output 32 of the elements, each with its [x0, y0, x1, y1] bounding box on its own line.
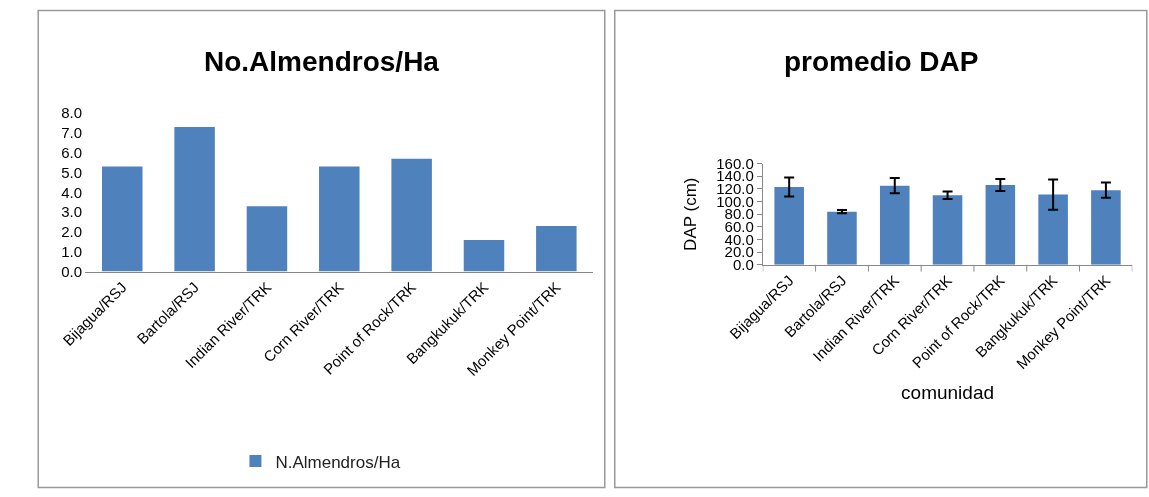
bar	[536, 226, 577, 272]
bar	[174, 127, 215, 272]
y-tick-label: 8.0	[61, 104, 83, 122]
bar	[932, 195, 963, 265]
bar	[1038, 194, 1068, 265]
y-tick-label: 5.0	[61, 163, 83, 181]
y-tick-label: 160.0	[716, 154, 754, 172]
bar	[1091, 190, 1121, 265]
bar	[246, 206, 288, 272]
y-tick-label: 3.0	[61, 203, 83, 221]
legend-label: N.Almendros/Ha	[275, 452, 401, 472]
bar	[319, 166, 360, 272]
y-tick-label: 2.0	[61, 223, 83, 241]
y-tick-label: 0.0	[61, 262, 83, 280]
y-tick-label: 1.0	[61, 243, 83, 261]
x-axis-title: comunidad	[901, 381, 995, 403]
y-tick-label: 6.0	[61, 144, 83, 162]
y-tick-label: 120.0	[716, 180, 754, 198]
y-axis-title: DAP (cm)	[680, 177, 700, 251]
bar	[463, 239, 505, 272]
bar	[879, 185, 910, 265]
y-tick-label: 0.0	[732, 256, 754, 274]
bar	[985, 185, 1016, 265]
bar	[102, 166, 143, 272]
bar	[391, 158, 432, 272]
chart-title: promedio DAP	[784, 46, 979, 77]
bar	[774, 186, 804, 265]
y-tick-label: 4.0	[61, 183, 83, 201]
chart-title: No.Almendros/Ha	[204, 46, 440, 77]
y-tick-label: 60.0	[724, 218, 754, 236]
bar	[827, 211, 857, 265]
y-tick-label: 7.0	[61, 124, 83, 142]
